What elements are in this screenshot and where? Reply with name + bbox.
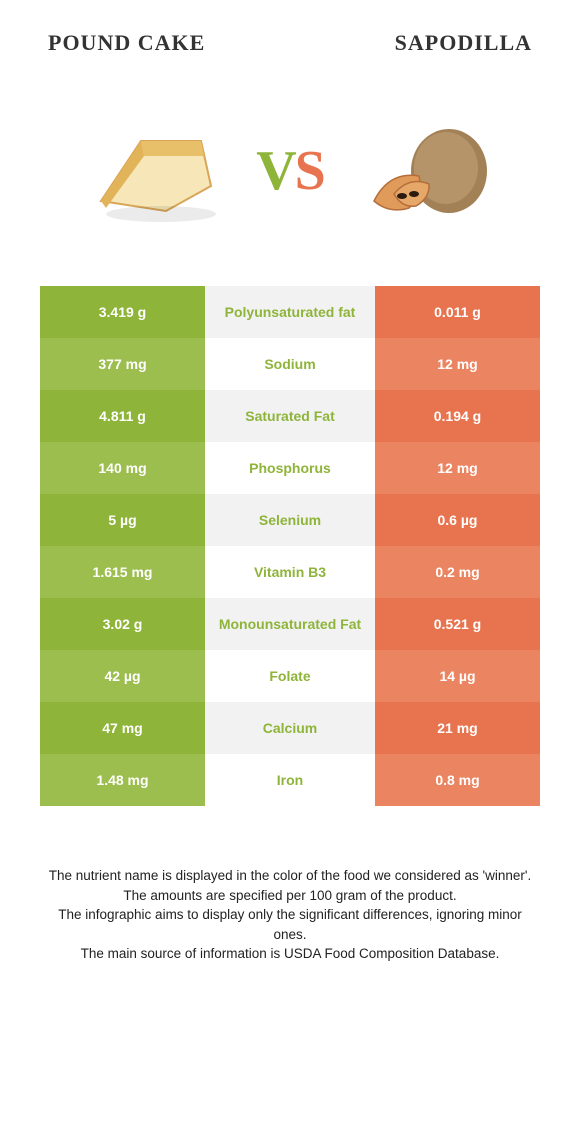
nutrient-label: Selenium: [205, 494, 375, 546]
right-value: 0.8 mg: [375, 754, 540, 806]
right-value: 21 mg: [375, 702, 540, 754]
left-value: 140 mg: [40, 442, 205, 494]
nutrient-label: Saturated Fat: [205, 390, 375, 442]
nutrient-label: Calcium: [205, 702, 375, 754]
vs-row: VS: [0, 66, 580, 286]
left-value: 1.48 mg: [40, 754, 205, 806]
footer-notes: The nutrient name is displayed in the co…: [0, 806, 580, 964]
table-row: 3.419 gPolyunsaturated fat0.011 g: [40, 286, 540, 338]
nutrient-label: Monounsaturated Fat: [205, 598, 375, 650]
left-value: 3.02 g: [40, 598, 205, 650]
header: POUND CAKE SAPODILLA: [0, 0, 580, 66]
vs-s: S: [295, 140, 324, 202]
left-value: 377 mg: [40, 338, 205, 390]
right-value: 0.194 g: [375, 390, 540, 442]
left-value: 1.615 mg: [40, 546, 205, 598]
right-value: 12 mg: [375, 442, 540, 494]
footer-line: The infographic aims to display only the…: [40, 905, 540, 944]
table-row: 5 µgSelenium0.6 µg: [40, 494, 540, 546]
table-row: 1.48 mgIron0.8 mg: [40, 754, 540, 806]
vs-v: V: [256, 140, 294, 202]
nutrient-label: Polyunsaturated fat: [205, 286, 375, 338]
right-value: 0.6 µg: [375, 494, 540, 546]
title-left: POUND CAKE: [48, 30, 205, 56]
footer-line: The nutrient name is displayed in the co…: [40, 866, 540, 886]
nutrient-label: Phosphorus: [205, 442, 375, 494]
nutrient-label: Folate: [205, 650, 375, 702]
table-row: 4.811 gSaturated Fat0.194 g: [40, 390, 540, 442]
left-value: 3.419 g: [40, 286, 205, 338]
footer-line: The amounts are specified per 100 gram o…: [40, 886, 540, 906]
right-value: 0.2 mg: [375, 546, 540, 598]
right-value: 0.011 g: [375, 286, 540, 338]
left-value: 47 mg: [40, 702, 205, 754]
nutrient-label: Sodium: [205, 338, 375, 390]
nutrient-label: Vitamin B3: [205, 546, 375, 598]
table-row: 3.02 gMonounsaturated Fat0.521 g: [40, 598, 540, 650]
right-value: 14 µg: [375, 650, 540, 702]
table-row: 47 mgCalcium21 mg: [40, 702, 540, 754]
left-value: 42 µg: [40, 650, 205, 702]
table-row: 140 mgPhosphorus12 mg: [40, 442, 540, 494]
sapodilla-icon: [354, 116, 494, 226]
table-row: 1.615 mgVitamin B30.2 mg: [40, 546, 540, 598]
right-value: 0.521 g: [375, 598, 540, 650]
table-row: 42 µgFolate14 µg: [40, 650, 540, 702]
left-value: 4.811 g: [40, 390, 205, 442]
pound-cake-icon: [86, 116, 226, 226]
left-value: 5 µg: [40, 494, 205, 546]
title-right: SAPODILLA: [395, 30, 532, 56]
nutrient-label: Iron: [205, 754, 375, 806]
vs-label: VS: [256, 139, 324, 203]
right-value: 12 mg: [375, 338, 540, 390]
table-row: 377 mgSodium12 mg: [40, 338, 540, 390]
footer-line: The main source of information is USDA F…: [40, 944, 540, 964]
comparison-table: 3.419 gPolyunsaturated fat0.011 g377 mgS…: [0, 286, 580, 806]
